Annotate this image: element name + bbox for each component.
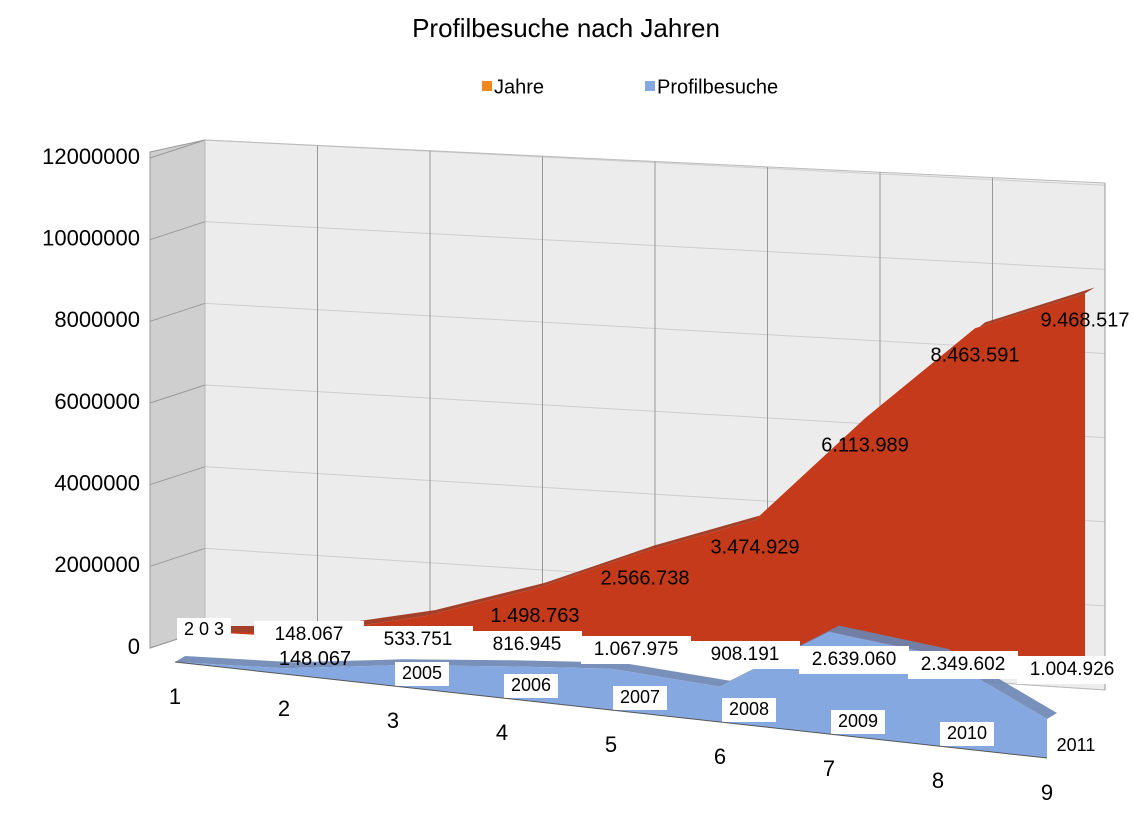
annotation: 2007 (620, 687, 660, 707)
data-label: 9.468.517 (1041, 310, 1130, 332)
x-tick-label: 9 (1041, 780, 1053, 805)
data-label-box (690, 641, 800, 669)
data-label: 908.191 (711, 644, 780, 665)
grid-line (149, 384, 206, 404)
grid-line (149, 547, 206, 567)
x-tick-label: 2 (278, 696, 290, 721)
grid-line (149, 221, 206, 241)
data-label: 148.067 (275, 624, 344, 645)
data-label: 816.945 (493, 634, 562, 655)
x-tick-label: 3 (387, 708, 399, 733)
data-label: 2.566.738 (601, 567, 690, 589)
y-tick-label: 6000000 (54, 389, 140, 414)
data-label: 1.067.975 (594, 639, 679, 660)
data-label: 8.463.591 (931, 345, 1020, 367)
area (205, 293, 1085, 680)
y-tick-label: 10000000 (42, 225, 140, 250)
x-tick-label: 1 (169, 684, 181, 709)
data-label-box (1017, 656, 1127, 684)
data-label: 6.113.989 (821, 435, 909, 457)
data-label-box (908, 651, 1018, 679)
x-tick-label: 5 (605, 732, 617, 757)
annotation-box (1049, 734, 1103, 758)
data-label: 1.004.926 (1030, 659, 1115, 680)
y-tick-label: 4000000 (54, 470, 140, 495)
y-tick-label: 8000000 (54, 307, 140, 332)
x-tick-label: 8 (932, 768, 944, 793)
data-label-box (363, 626, 473, 654)
annotation: 2010 (947, 723, 987, 743)
annotation-box (831, 710, 885, 734)
data-label: 148.067 (279, 648, 351, 670)
legend-swatch (645, 81, 655, 91)
data-label: 3.474.929 (711, 536, 800, 558)
grid-line (149, 302, 206, 322)
grid-line (149, 139, 206, 159)
data-label-box (254, 621, 364, 649)
data-label-box (581, 636, 691, 664)
data-label: 2.639.060 (812, 649, 897, 670)
annotation-box (504, 674, 558, 698)
annotation: 2008 (729, 699, 769, 719)
legend-label: Jahre (494, 76, 544, 98)
data-label: 2.349.602 (921, 654, 1006, 675)
grid-line (149, 466, 206, 486)
y-tick-label: 2000000 (54, 552, 140, 577)
annotation-box (722, 698, 776, 722)
x-tick-label: 4 (496, 720, 508, 745)
annotation-box (395, 662, 449, 686)
annotation-box (613, 686, 667, 710)
annotation: 2 0 3 (184, 619, 224, 639)
legend-label: Profilbesuche (657, 76, 778, 98)
y-tick-label: 0 (128, 634, 140, 659)
x-tick-label: 7 (823, 756, 835, 781)
annotation: 2011 (1057, 735, 1096, 755)
data-label-box (472, 631, 582, 659)
x-tick-label: 6 (714, 744, 726, 769)
chart-title: Profilbesuche nach Jahren (412, 13, 720, 43)
legend-swatch (482, 81, 492, 91)
annotation-box (940, 722, 994, 746)
annotation-box (177, 618, 231, 642)
annotation: 2006 (511, 675, 551, 695)
y-tick-label: 12000000 (42, 144, 140, 169)
data-label-box (799, 646, 909, 674)
floor-edge (174, 661, 1048, 759)
annotation: 2005 (402, 663, 442, 683)
data-label: 1.498.763 (491, 605, 580, 627)
data-label: 533.751 (384, 629, 453, 650)
annotation: 2009 (838, 711, 878, 731)
